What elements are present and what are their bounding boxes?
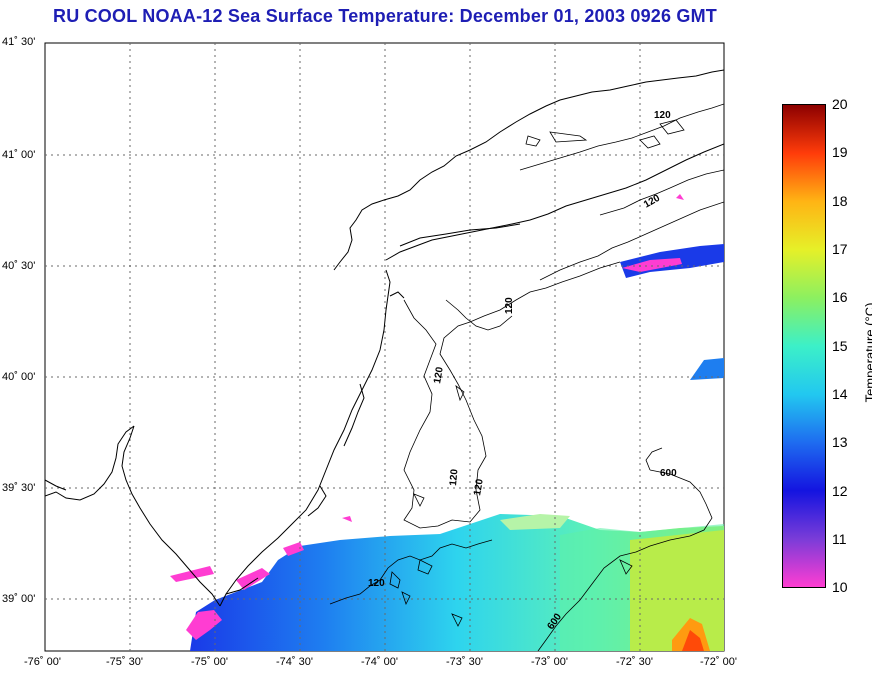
colorbar-tick: 20 [832,96,848,112]
lon-label: -74˚ 00' [361,656,398,668]
graticule [45,43,724,651]
contour-label: 120 [368,578,385,589]
bathymetry-contours [329,103,724,651]
coastline [45,69,724,607]
lon-label: -72˚ 00' [700,656,737,668]
colorbar-tick: 15 [832,338,848,354]
colorbar-tick: 19 [832,144,848,160]
lon-label: -75˚ 00' [191,656,228,668]
lat-label: 41˚ 30' [2,36,36,48]
colorbar-tick: 17 [832,241,848,257]
lon-label: -72˚ 30' [616,656,653,668]
sst-data-field [170,194,724,651]
map-title: RU COOL NOAA-12 Sea Surface Temperature:… [53,6,717,26]
lon-label: -73˚ 30' [446,656,483,668]
colorbar-label: Temperature (°C) [862,302,872,403]
contour-label: 120 [504,297,515,314]
lon-label: -73˚ 00' [531,656,568,668]
lat-label: 39˚ 00' [2,593,36,605]
lon-label: -74˚ 30' [276,656,313,668]
lon-label: -75˚ 30' [106,656,143,668]
lat-label: 40˚ 30' [2,260,36,272]
colorbar-tick: 18 [832,193,848,209]
contour-label: 120 [472,478,486,497]
colorbar-tick: 16 [832,289,848,305]
lat-label: 40˚ 00' [2,371,36,383]
contour-label: 120 [654,110,671,121]
colorbar-tick: 10 [832,579,848,595]
contour-label: 120 [432,366,446,385]
temperature-colorbar [782,104,826,588]
colorbar-tick: 13 [832,434,848,450]
colorbar-tick: 12 [832,483,848,499]
lat-label: 41˚ 00' [2,149,36,161]
contour-label: 600 [660,468,677,479]
lat-label: 39˚ 30' [2,482,36,494]
colorbar-tick: 14 [832,386,848,402]
lon-label: -76˚ 00' [24,656,61,668]
colorbar-tick: 11 [832,531,847,547]
contour-label: 120 [448,468,460,486]
